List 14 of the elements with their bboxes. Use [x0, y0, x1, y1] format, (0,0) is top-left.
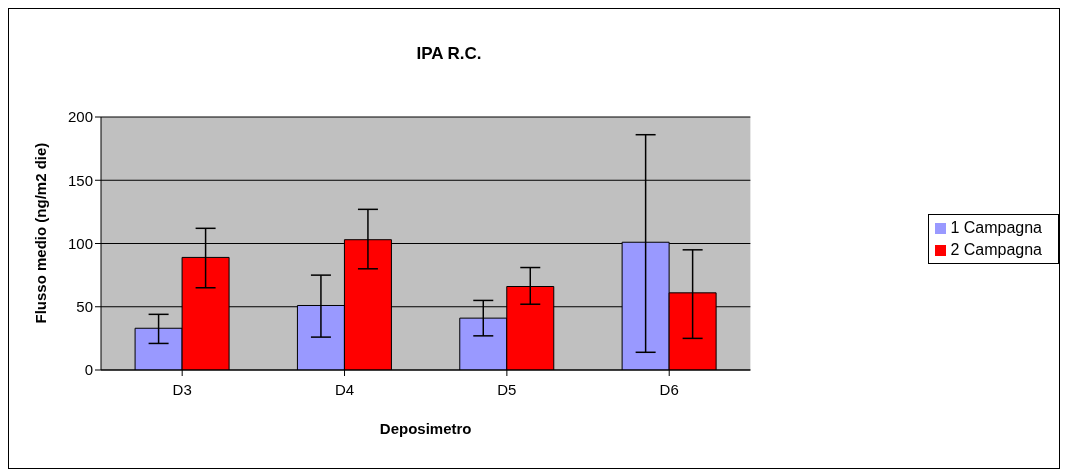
- y-axis-title: Flusso medio (ng/m2 die): [32, 142, 50, 324]
- legend-label: 2 Campagna: [950, 240, 1042, 258]
- x-tick-label: D6: [659, 380, 679, 398]
- y-tick-label: 100: [67, 234, 93, 252]
- x-tick-label: D3: [172, 380, 192, 398]
- chart-title: IPA R.C.: [415, 44, 483, 64]
- x-tick-label: D4: [334, 380, 355, 398]
- x-tick-label: D5: [497, 380, 517, 398]
- y-tick-label: 0: [84, 361, 93, 379]
- y-tick-label: 150: [67, 171, 93, 189]
- y-tick-label: 50: [76, 298, 93, 316]
- y-tick-label: 200: [67, 108, 93, 126]
- legend-label: 1 Campagna: [950, 218, 1042, 236]
- x-axis-title: Deposimetro: [379, 420, 472, 437]
